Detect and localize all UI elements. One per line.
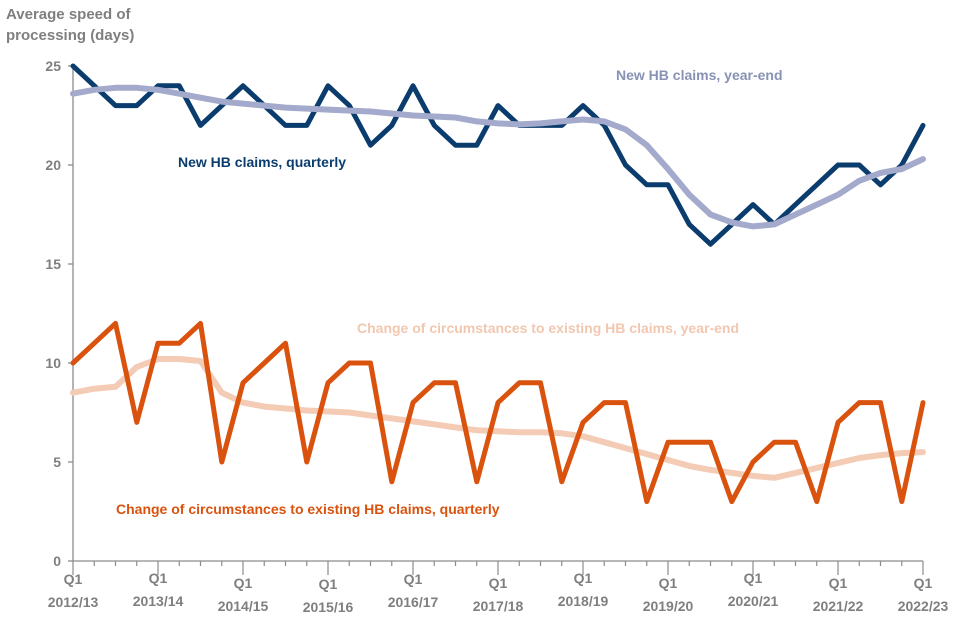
x-tick-label-quarter: Q1: [829, 575, 848, 591]
x-tick-label-year: 2015/16: [303, 599, 354, 615]
coc-year-end-line: [70, 356, 926, 481]
y-tick-label: 15: [45, 256, 61, 272]
x-tick-label-year: 2017/18: [473, 598, 524, 614]
x-tick-label-quarter: Q1: [489, 575, 508, 591]
series-lines: [70, 63, 926, 505]
x-tick-label-year: 2012/13: [48, 594, 99, 610]
coc-year-end-label: Change of circumstances to existing HB c…: [357, 320, 739, 336]
new-hb-year-end-label: New HB claims, year-end: [616, 67, 783, 83]
x-tick-label-quarter: Q1: [744, 570, 763, 586]
y-tick-label: 5: [53, 454, 61, 470]
new-hb-quarterly-label: New HB claims, quarterly: [178, 154, 346, 170]
y-tick-label: 10: [45, 355, 61, 371]
coc-quarterly-label: Change of circumstances to existing HB c…: [116, 501, 500, 517]
x-tick-label-quarter: Q1: [914, 575, 933, 591]
x-tick-label-year: 2018/19: [558, 593, 609, 609]
y-tick-label: 20: [45, 157, 61, 173]
x-tick-label-year: 2016/17: [388, 594, 439, 610]
x-tick-label-year: 2021/22: [813, 598, 864, 614]
y-tick-label: 0: [53, 553, 61, 569]
x-tick-label-year: 2019/20: [643, 598, 694, 614]
x-tick-label-quarter: Q1: [659, 575, 678, 591]
x-tick-label-year: 2022/23: [898, 598, 949, 614]
x-tick-label-quarter: Q1: [149, 570, 168, 586]
new-hb-year-end-line: [70, 84, 926, 230]
axes: 0 5 10 15 20 25 Q1 2012/13 Q1 2013/14 Q1 2014/15 Q1 2…: [45, 58, 948, 615]
x-tick-label-year: 2013/14: [133, 593, 184, 609]
series-labels: New HB claims, year-end New HB claims, qu…: [116, 67, 783, 517]
y-tick-label: 25: [45, 58, 61, 74]
x-tick-label-quarter: Q1: [64, 571, 83, 587]
coc-quarterly-line: [70, 320, 926, 505]
x-tick-label-quarter: Q1: [234, 575, 253, 591]
x-tick-label-year: 2020/21: [728, 593, 779, 609]
x-tick-label-quarter: Q1: [574, 570, 593, 586]
x-tick-label-quarter: Q1: [404, 571, 423, 587]
x-tick-label-year: 2014/15: [218, 598, 269, 614]
x-tick-label-quarter: Q1: [319, 576, 338, 592]
y-axis-title: Average speed of processing (days): [6, 6, 135, 44]
